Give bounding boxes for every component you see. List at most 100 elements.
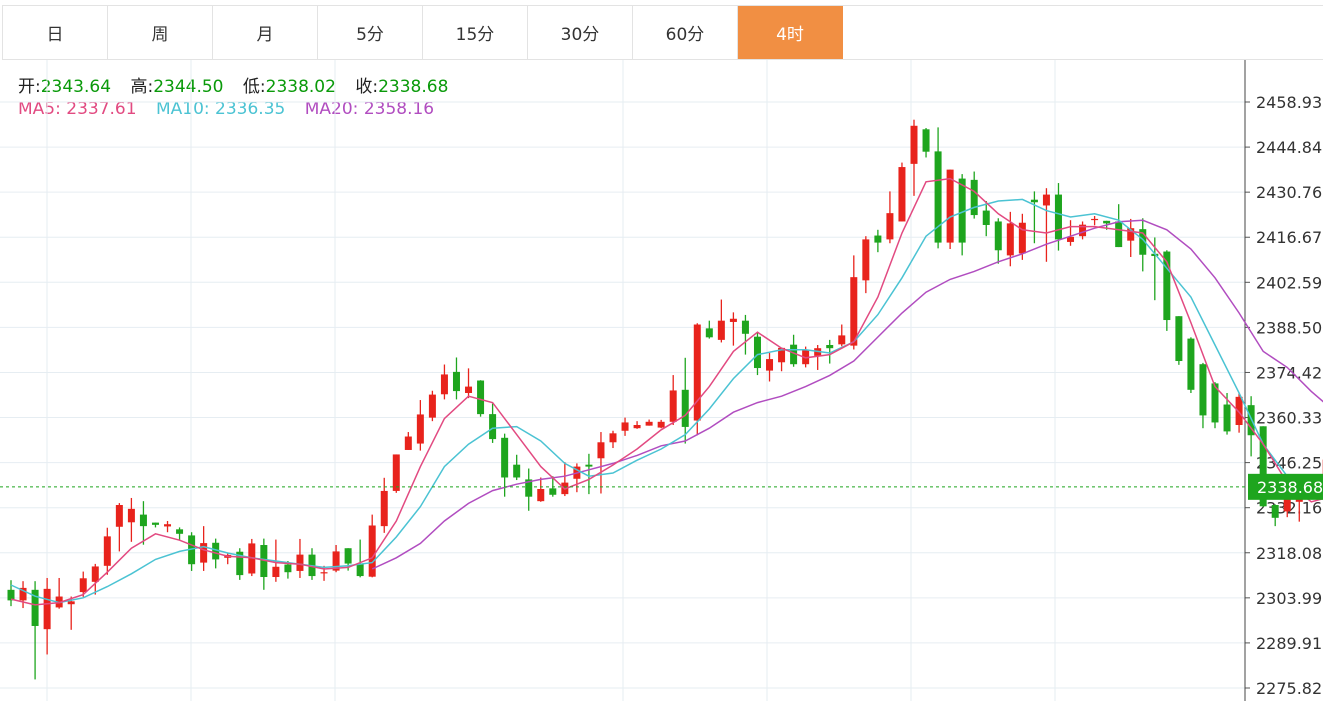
candlestick-chart[interactable]: 2458.93 2444.84 2430.76 2416.67 2402.59 2388.…: [0, 60, 1323, 701]
candle-body-68: [826, 344, 834, 349]
y-tick-label-0: 2458.93: [1256, 93, 1322, 112]
y-tick-label-4: 2402.59: [1256, 273, 1322, 292]
y-tick-label-1: 2444.84: [1256, 138, 1322, 157]
close-label: 收:: [355, 77, 379, 97]
candle-body-11: [139, 514, 147, 527]
candle-body-33: [404, 436, 412, 450]
candle-body-40: [489, 414, 497, 440]
candle-body-39: [477, 380, 485, 415]
tab-week[interactable]: 周: [108, 6, 213, 59]
candle-body-9: [115, 505, 123, 527]
candle-body-19: [236, 551, 244, 576]
candle-body-26: [320, 572, 328, 574]
candle-body-15: [188, 535, 196, 565]
candle-body-38: [465, 386, 473, 393]
candle-body-63: [766, 359, 774, 371]
close-value: 2338.68: [378, 77, 449, 97]
tab-60min[interactable]: 60分: [633, 6, 738, 59]
candle-body-89: [1079, 224, 1087, 237]
candle-body-76: [922, 129, 930, 152]
open-value: 2343.64: [40, 77, 112, 97]
candle-body-7: [91, 566, 99, 582]
high-label: 高:: [130, 77, 154, 97]
candle-body-45: [549, 488, 557, 495]
ma10-label: MA10:: [155, 99, 210, 119]
candle-body-13: [164, 524, 172, 527]
candle-body-22: [272, 566, 280, 578]
ma10-value: 2336.35: [215, 99, 286, 119]
candle-body-96: [1163, 251, 1171, 321]
tab-30min[interactable]: 30分: [528, 6, 633, 59]
candle-body-101: [1223, 404, 1231, 432]
low-label: 低:: [242, 77, 266, 97]
candle-body-48: [585, 464, 593, 467]
candle-body-3: [43, 588, 51, 630]
candle-body-83: [1006, 223, 1014, 256]
tab-4hour[interactable]: 4时: [738, 6, 843, 59]
candle-body-99: [1199, 364, 1207, 416]
candle-body-77: [934, 151, 942, 243]
candle-body-70: [850, 277, 858, 346]
candle-body-49: [597, 442, 605, 459]
candle-body-6: [79, 578, 87, 593]
ma20-line: [371, 219, 1323, 570]
candle-body-93: [1127, 228, 1135, 241]
candle-body-82: [994, 221, 1002, 251]
y-tick-label-2: 2430.76: [1256, 183, 1322, 202]
candle-body-61: [741, 320, 749, 334]
candle-body-16: [200, 543, 208, 563]
candle-body-75: [910, 125, 918, 164]
candle-body-30: [368, 525, 376, 577]
candle-body-81: [982, 210, 990, 225]
candle-body-51: [621, 422, 629, 431]
tab-day[interactable]: 日: [3, 6, 108, 59]
candle-body-36: [440, 374, 448, 395]
candle-body-37: [452, 371, 460, 392]
candle-body-34: [416, 414, 424, 444]
y-tick-label-6: 2374.42: [1256, 363, 1322, 382]
candle-body-29: [356, 563, 364, 577]
tabs-spacer: [842, 5, 1323, 60]
last-price-label: 2338.68: [1257, 478, 1323, 497]
y-tick-label-5: 2388.50: [1256, 318, 1322, 337]
candle-body-1: [19, 587, 27, 601]
candle-body-27: [332, 551, 340, 571]
candle-body-31: [380, 490, 388, 527]
candle-body-102: [1235, 396, 1243, 426]
candle-body-60: [729, 318, 737, 322]
candle-body-0: [7, 589, 15, 601]
y-tick-label-12: 2289.91: [1256, 634, 1322, 653]
candle-body-80: [970, 179, 978, 216]
candle-body-58: [705, 328, 713, 338]
y-tick-label-7: 2360.33: [1256, 409, 1322, 428]
ma10-line: [10, 198, 1323, 604]
candle-body-21: [260, 545, 268, 578]
candle-body-12: [151, 522, 159, 525]
candle-body-53: [645, 421, 653, 426]
candle-body-79: [958, 178, 966, 243]
ma5-value: 2337.61: [66, 99, 137, 119]
candle-body-106: [1283, 497, 1291, 512]
y-tick-label-11: 2303.99: [1256, 589, 1322, 608]
candle-body-97: [1175, 316, 1183, 361]
tab-month[interactable]: 月: [213, 6, 318, 59]
candle-body-94: [1139, 229, 1147, 255]
low-value: 2338.02: [265, 77, 336, 97]
last-price-tag: [1248, 473, 1323, 500]
candle-body-8: [103, 536, 111, 566]
candle-body-5: [67, 601, 75, 605]
candle-body-17: [212, 542, 220, 560]
candle-body-69: [838, 335, 846, 345]
tab-15min[interactable]: 15分: [423, 6, 528, 59]
candle-body-74: [898, 167, 906, 222]
candle-body-2: [31, 589, 39, 626]
candle-body-105: [1271, 505, 1279, 518]
tab-5min[interactable]: 5分: [318, 6, 423, 59]
candle-body-72: [874, 235, 882, 243]
candle-body-14: [176, 529, 184, 534]
candle-body-85: [1030, 199, 1038, 203]
candle-body-41: [501, 437, 509, 478]
candle-body-92: [1115, 221, 1123, 248]
candle-body-59: [717, 320, 725, 340]
high-value: 2344.50: [153, 77, 224, 97]
